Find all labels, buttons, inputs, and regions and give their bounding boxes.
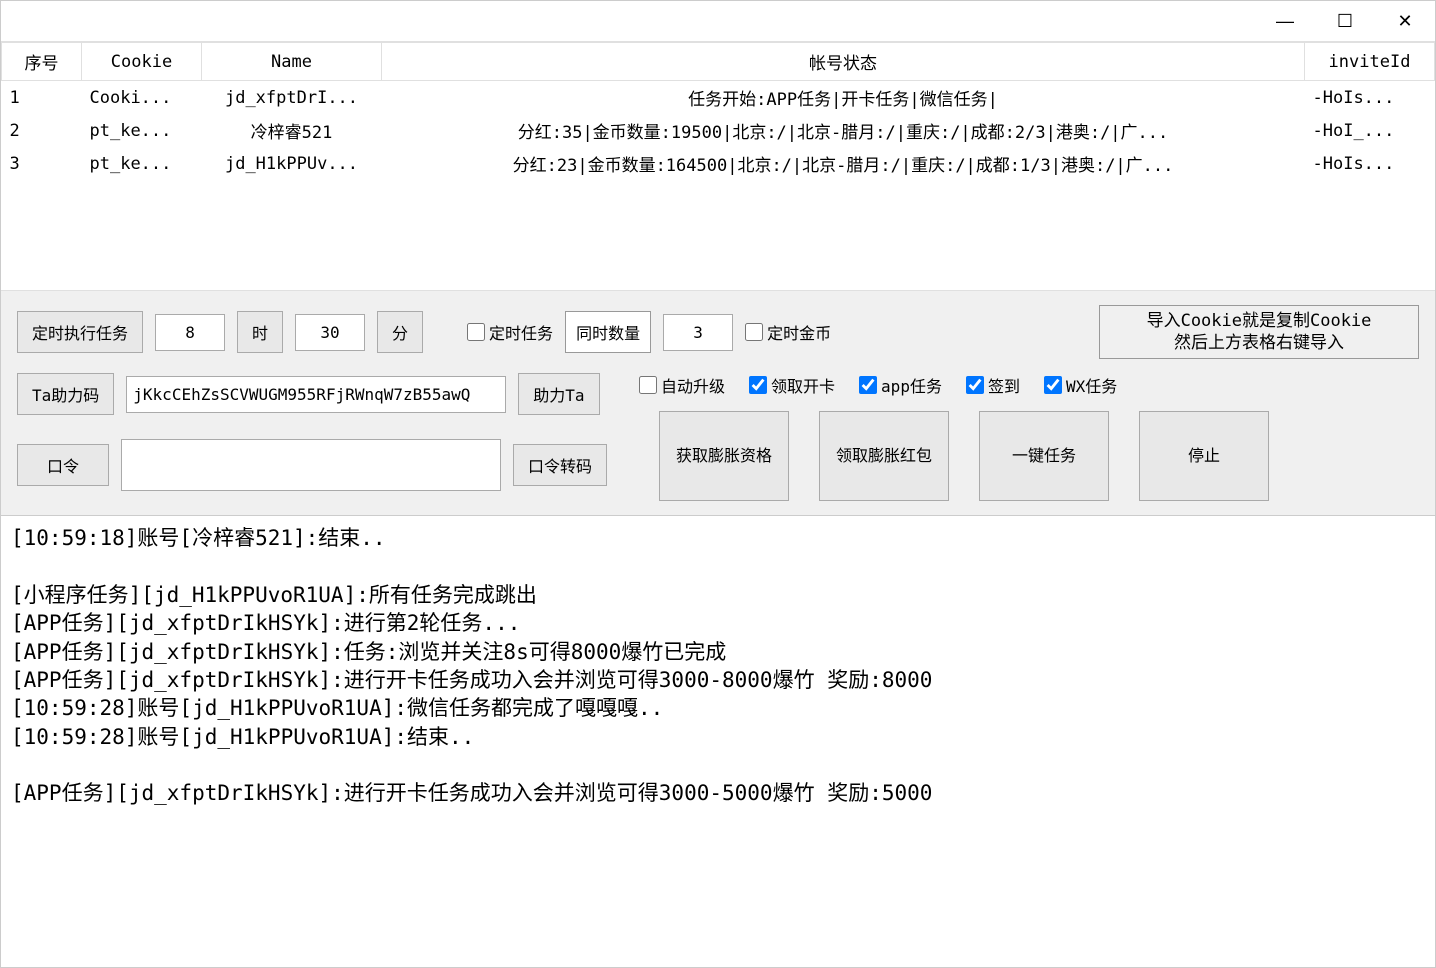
receive-card-check-input[interactable] <box>749 376 767 394</box>
receive-card-label: 领取开卡 <box>771 373 835 397</box>
receive-expand-button[interactable]: 领取膨胀红包 <box>819 411 949 501</box>
help-ta-button[interactable]: 助力Ta <box>518 373 599 415</box>
import-help-box: 导入Cookie就是复制Cookie 然后上方表格右键导入 <box>1099 305 1419 359</box>
table-row[interactable]: 3pt_ke...jd_H1kPPUv...分红:23|金币数量:164500|… <box>2 147 1435 180</box>
cell-inviteId: -HoI_... <box>1305 114 1435 147</box>
wx-task-checkbox[interactable]: WX任务 <box>1044 373 1117 397</box>
signin-check-input[interactable] <box>966 376 984 394</box>
password-convert-button[interactable]: 口令转码 <box>513 444 607 486</box>
auto-upgrade-label: 自动升级 <box>661 373 725 397</box>
timed-coin-checkbox[interactable]: 定时金币 <box>745 320 831 344</box>
concurrent-label: 同时数量 <box>565 311 651 353</box>
stop-button[interactable]: 停止 <box>1139 411 1269 501</box>
cell-cookie: pt_ke... <box>82 147 202 180</box>
cell-seq: 1 <box>2 81 82 115</box>
ta-code-input[interactable] <box>126 376 506 413</box>
cell-cookie: pt_ke... <box>82 114 202 147</box>
onekey-task-button[interactable]: 一键任务 <box>979 411 1109 501</box>
col-status[interactable]: 帐号状态 <box>382 43 1305 81</box>
app-task-label: app任务 <box>881 373 942 397</box>
wx-task-check-input[interactable] <box>1044 376 1062 394</box>
concurrent-input[interactable] <box>663 314 733 351</box>
col-cookie[interactable]: Cookie <box>82 43 202 81</box>
wx-task-label: WX任务 <box>1066 373 1117 397</box>
auto-upgrade-check-input[interactable] <box>639 376 657 394</box>
hour-label-button[interactable]: 时 <box>237 311 283 353</box>
titlebar: — ☐ ✕ <box>1 1 1435 41</box>
cell-name: 冷梓睿521 <box>202 114 382 147</box>
timed-task-label: 定时任务 <box>489 320 553 344</box>
close-button[interactable]: ✕ <box>1375 1 1435 41</box>
cell-seq: 2 <box>2 114 82 147</box>
password-input[interactable] <box>121 439 501 491</box>
timed-task-checkbox[interactable]: 定时任务 <box>467 320 553 344</box>
app-task-checkbox[interactable]: app任务 <box>859 373 942 397</box>
timed-exec-button[interactable]: 定时执行任务 <box>17 311 143 353</box>
accounts-table-area: 序号 Cookie Name 帐号状态 inviteId 1Cooki...jd… <box>1 41 1435 291</box>
get-expand-button[interactable]: 获取膨胀资格 <box>659 411 789 501</box>
help-line2: 然后上方表格右键导入 <box>1106 332 1412 354</box>
col-inviteid[interactable]: inviteId <box>1305 43 1435 81</box>
col-seq[interactable]: 序号 <box>2 43 82 81</box>
cell-cookie: Cooki... <box>82 81 202 115</box>
app-task-check-input[interactable] <box>859 376 877 394</box>
minimize-button[interactable]: — <box>1255 1 1315 41</box>
cell-status: 分红:35|金币数量:19500|北京:/|北京-腊月:/|重庆:/|成都:2/… <box>382 114 1305 147</box>
table-header-row: 序号 Cookie Name 帐号状态 inviteId <box>2 43 1435 81</box>
password-button[interactable]: 口令 <box>17 444 109 486</box>
auto-upgrade-checkbox[interactable]: 自动升级 <box>639 373 725 397</box>
signin-label: 签到 <box>988 373 1020 397</box>
cell-seq: 3 <box>2 147 82 180</box>
col-name[interactable]: Name <box>202 43 382 81</box>
ta-code-button[interactable]: Ta助力码 <box>17 373 114 415</box>
hour-input[interactable] <box>155 314 225 351</box>
timed-task-check-input[interactable] <box>467 323 485 341</box>
table-row[interactable]: 2pt_ke...冷梓睿521分红:35|金币数量:19500|北京:/|北京-… <box>2 114 1435 147</box>
minute-input[interactable] <box>295 314 365 351</box>
cell-status: 任务开始:APP任务|开卡任务|微信任务| <box>382 81 1305 115</box>
timed-coin-check-input[interactable] <box>745 323 763 341</box>
cell-inviteId: -HoIs... <box>1305 147 1435 180</box>
signin-checkbox[interactable]: 签到 <box>966 373 1020 397</box>
table-row[interactable]: 1Cooki...jd_xfptDrI...任务开始:APP任务|开卡任务|微信… <box>2 81 1435 115</box>
help-line1: 导入Cookie就是复制Cookie <box>1106 310 1412 332</box>
timed-coin-label: 定时金币 <box>767 320 831 344</box>
controls-panel: 定时执行任务 时 分 定时任务 同时数量 定时金币 导入Cookie就是复制Co… <box>1 291 1435 515</box>
cell-status: 分红:23|金币数量:164500|北京:/|北京-腊月:/|重庆:/|成都:1… <box>382 147 1305 180</box>
log-output[interactable]: [10:59:18]账号[冷梓睿521]:结束.. [小程序任务][jd_H1k… <box>1 515 1435 945</box>
receive-card-checkbox[interactable]: 领取开卡 <box>749 373 835 397</box>
cell-name: jd_H1kPPUv... <box>202 147 382 180</box>
cell-name: jd_xfptDrI... <box>202 81 382 115</box>
accounts-table[interactable]: 序号 Cookie Name 帐号状态 inviteId 1Cooki...jd… <box>1 42 1435 180</box>
maximize-button[interactable]: ☐ <box>1315 1 1375 41</box>
minute-label-button[interactable]: 分 <box>377 311 423 353</box>
cell-inviteId: -HoIs... <box>1305 81 1435 115</box>
